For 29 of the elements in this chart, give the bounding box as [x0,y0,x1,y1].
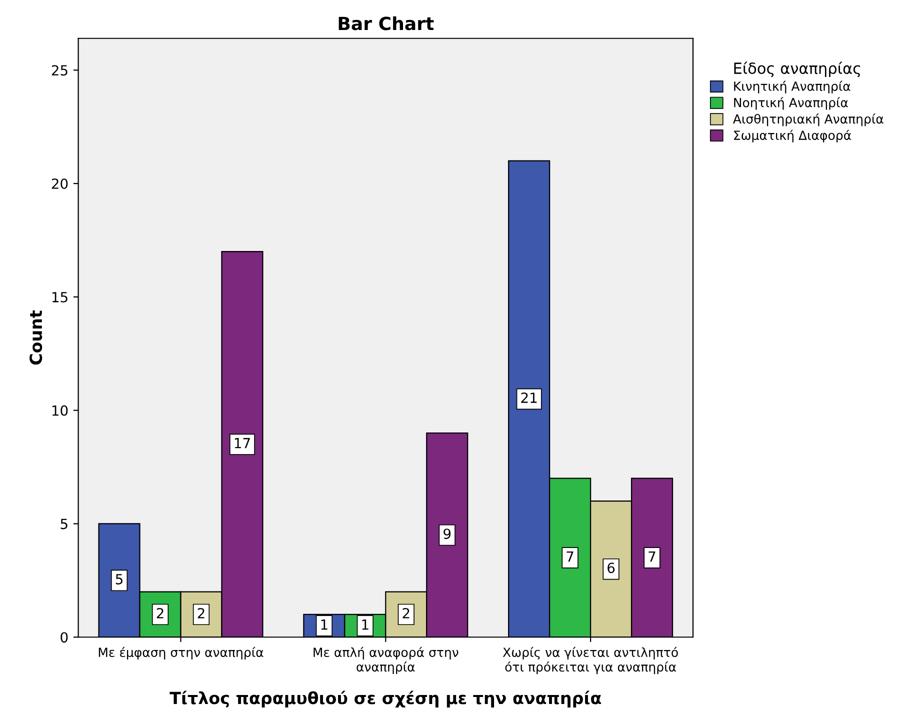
data-label: 2 [156,608,164,618]
y-tick-label: 15 [52,292,68,302]
data-label: 21 [521,392,537,403]
y-tick-label: 0 [60,632,68,643]
y-tick-label: 10 [52,405,68,416]
data-label: 1 [321,619,328,630]
x-tick-label: Με απλή αναφορά στην αναπηρία [314,646,458,674]
legend-label: Κινητική Αναπηρία [734,80,850,94]
legend-label: Αισθητηριακή Αναπηρία [732,113,884,126]
data-label: 9 [444,528,451,540]
y-tick-label: 25 [52,65,68,76]
data-label: 2 [402,608,410,618]
data-label: 5 [116,574,122,584]
data-label: 6 [608,562,615,574]
legend-label: Σωματική Διαφορά [734,130,851,142]
y-tick-label: 5 [60,518,68,530]
x-tick-label: Με έμφαση στην αναπηρία [98,646,264,660]
chart-title: Bar Chart [338,16,434,30]
y-tick-label: 20 [52,178,68,189]
y-axis-title: Count [30,310,42,365]
data-label: 2 [198,608,204,618]
legend-title: Είδος αναπηρίας [734,62,860,78]
legend-label: Νοητική Αναπηρία [734,97,848,110]
data-label: 17 [234,438,250,448]
x-tick-label: Χωρίς να γίνεται αντιληπτό ότι πρόκειται για αναπηρία [502,646,678,674]
data-label: 7 [648,551,656,562]
data-label: 1 [362,619,368,630]
x-axis-title: Τίτλος παραμυθιού σε σχέση με την αναπηρία [170,690,601,708]
data-label: 7 [566,551,574,562]
